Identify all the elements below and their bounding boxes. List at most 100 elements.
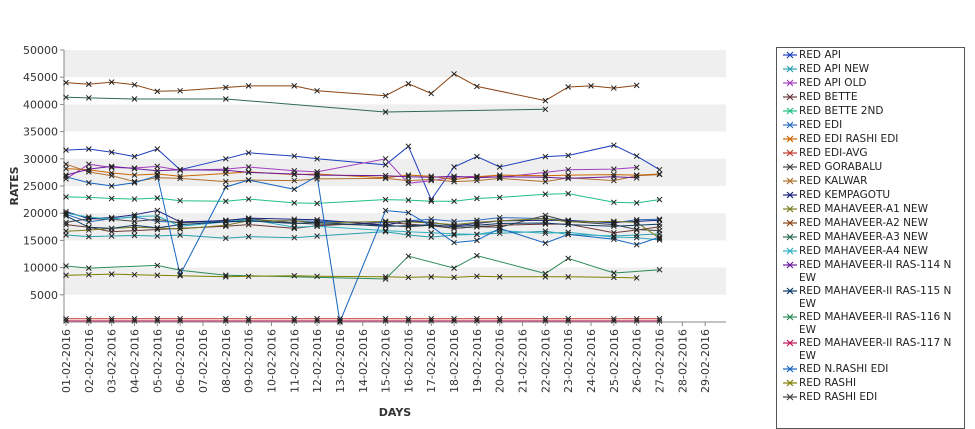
series-line-19 bbox=[65, 175, 660, 324]
data-point bbox=[177, 221, 183, 228]
data-point bbox=[405, 315, 412, 322]
data-point bbox=[85, 215, 92, 222]
data-point bbox=[405, 143, 412, 150]
data-point bbox=[314, 221, 320, 227]
data-point bbox=[154, 218, 161, 225]
data-point bbox=[496, 315, 503, 322]
data-point bbox=[154, 225, 161, 231]
x-tick-label: 16-02-2016 bbox=[402, 329, 415, 393]
data-point bbox=[633, 226, 640, 233]
data-point bbox=[611, 234, 617, 240]
legend-item: RED BETTE 2ND bbox=[777, 104, 964, 118]
data-point bbox=[154, 88, 161, 95]
data-point bbox=[222, 219, 229, 225]
data-point bbox=[496, 175, 503, 182]
data-point bbox=[542, 230, 549, 237]
legend-marker-icon bbox=[783, 121, 797, 129]
legend-marker-icon bbox=[783, 191, 797, 199]
data-point bbox=[314, 173, 320, 180]
data-point bbox=[314, 315, 320, 322]
data-point bbox=[177, 232, 183, 238]
data-point bbox=[474, 195, 480, 202]
data-point bbox=[382, 273, 389, 280]
data-point bbox=[314, 219, 320, 226]
data-point bbox=[451, 178, 457, 185]
data-point bbox=[382, 227, 389, 234]
data-point bbox=[633, 200, 640, 206]
data-point bbox=[633, 318, 640, 324]
data-point bbox=[542, 97, 549, 104]
data-point bbox=[382, 161, 389, 168]
data-point bbox=[154, 146, 161, 152]
grid-band bbox=[64, 267, 726, 295]
x-tick-label: 26-02-2016 bbox=[631, 329, 644, 393]
data-point bbox=[474, 237, 480, 244]
legend-marker-icon bbox=[783, 261, 797, 269]
legend-label: RED N.RASHI EDI bbox=[799, 363, 889, 375]
data-point bbox=[474, 231, 480, 238]
data-point bbox=[565, 166, 572, 173]
data-point bbox=[314, 273, 320, 280]
data-point bbox=[451, 274, 457, 281]
legend-item: RED MAHAVEER-II RAS-116 NEW bbox=[777, 310, 964, 336]
x-tick-label: 07-02-2016 bbox=[197, 329, 210, 393]
data-point bbox=[245, 217, 252, 224]
data-point bbox=[565, 231, 572, 238]
x-tick-label: 12-02-2016 bbox=[311, 329, 324, 393]
y-tick-label: 25000 bbox=[23, 180, 58, 193]
legend-item: RED API bbox=[777, 48, 964, 62]
data-point bbox=[474, 153, 480, 160]
data-point bbox=[542, 240, 549, 246]
data-point bbox=[382, 155, 389, 162]
data-point bbox=[177, 315, 183, 322]
y-tick-label: 15000 bbox=[23, 234, 58, 247]
data-point bbox=[451, 221, 457, 228]
data-point bbox=[656, 166, 663, 173]
data-point bbox=[108, 214, 115, 221]
data-point bbox=[63, 208, 69, 215]
data-point bbox=[314, 87, 320, 94]
data-point bbox=[565, 273, 572, 280]
data-point bbox=[382, 315, 389, 322]
y-tick-label: 40000 bbox=[23, 98, 58, 111]
legend-label: RED EDI-AVG bbox=[799, 147, 868, 159]
data-point bbox=[222, 166, 229, 172]
data-point bbox=[451, 265, 457, 271]
x-axis-title: DAYS bbox=[379, 406, 412, 419]
data-point bbox=[428, 174, 435, 181]
data-point bbox=[63, 94, 69, 101]
x-tick-label: 20-02-2016 bbox=[494, 329, 507, 393]
data-point bbox=[611, 223, 617, 230]
data-point bbox=[177, 318, 183, 324]
data-point bbox=[314, 233, 320, 239]
data-point bbox=[63, 221, 69, 228]
data-point bbox=[245, 315, 252, 322]
data-point bbox=[405, 80, 412, 87]
data-point bbox=[405, 223, 412, 230]
data-point bbox=[633, 234, 640, 241]
data-point bbox=[451, 198, 457, 205]
data-point bbox=[245, 83, 252, 89]
data-point bbox=[63, 172, 69, 178]
legend-marker-icon bbox=[783, 287, 797, 295]
y-tick-label: 20000 bbox=[23, 207, 58, 220]
data-point bbox=[656, 171, 663, 178]
legend-item: RED API NEW bbox=[777, 62, 964, 76]
y-tick-label: 30000 bbox=[23, 153, 58, 166]
data-point bbox=[177, 267, 183, 274]
data-point bbox=[85, 318, 92, 324]
legend-item: RED EDI RASHI EDI bbox=[777, 132, 964, 146]
data-point bbox=[85, 265, 92, 271]
data-point bbox=[63, 147, 69, 153]
data-point bbox=[314, 172, 320, 178]
legend-label: RED GORABALU bbox=[799, 161, 883, 173]
grid-band bbox=[64, 104, 726, 132]
legend-marker-icon bbox=[783, 313, 797, 321]
data-point bbox=[63, 219, 69, 226]
legend-item: RED KALWAR bbox=[777, 174, 964, 188]
data-point bbox=[428, 90, 435, 97]
data-point bbox=[154, 195, 161, 201]
data-point bbox=[314, 171, 320, 177]
data-point bbox=[245, 169, 252, 176]
data-point bbox=[633, 315, 640, 322]
